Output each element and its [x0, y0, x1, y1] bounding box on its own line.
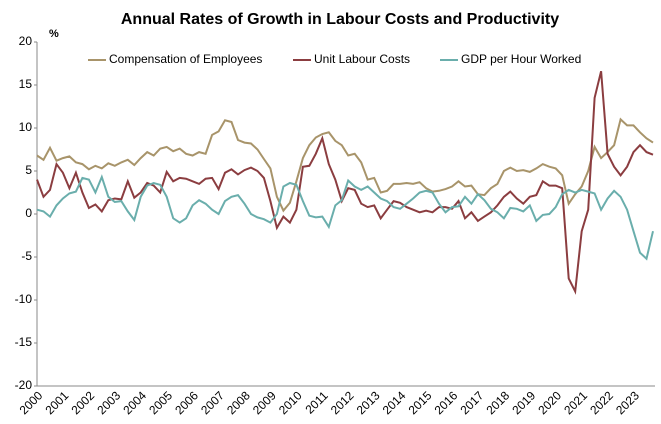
x-tick-label: 2001 [43, 388, 72, 417]
legend-label: Compensation of Employees [109, 52, 262, 66]
x-tick-label: 2014 [380, 388, 409, 417]
x-tick-label: 2021 [561, 388, 590, 417]
x-tick-label: 2018 [483, 388, 512, 417]
legend-label: GDP per Hour Worked [461, 52, 581, 66]
x-tick-label: 2007 [198, 388, 227, 417]
x-tick-label: 2006 [172, 388, 201, 417]
y-tick-label: 15 [19, 77, 33, 91]
y-tick-label: 5 [25, 163, 32, 177]
y-tick-label: 10 [19, 120, 33, 134]
x-tick-label: 2023 [613, 388, 642, 417]
y-tick-label: 20 [19, 34, 33, 48]
y-tick-label: 0 [25, 206, 32, 220]
x-tick-label: 2020 [535, 388, 564, 417]
x-tick-label: 2022 [587, 388, 616, 417]
y-tick-label: -15 [15, 335, 33, 349]
x-tick-label: 2003 [94, 388, 123, 417]
series-line [36, 70, 654, 295]
x-tick-label: 2017 [458, 388, 487, 417]
y-tick-label: -20 [15, 378, 33, 392]
x-tick-label: 2000 [17, 388, 46, 417]
x-tick-label: 2004 [120, 388, 149, 417]
legend-label: Unit Labour Costs [314, 52, 410, 66]
x-tick-label: 2012 [328, 388, 357, 417]
x-tick-label: 2019 [509, 388, 538, 417]
series-line [36, 174, 654, 261]
y-tick-label: -5 [21, 249, 32, 263]
x-tick-label: 2009 [250, 388, 279, 417]
y-axis-label: % [49, 28, 59, 40]
x-tick-label: 2016 [432, 388, 461, 417]
x-tick-label: 2002 [68, 388, 97, 417]
x-tick-label: 2005 [146, 388, 175, 417]
x-tick-label: 2011 [303, 388, 331, 416]
chart-title: Annual Rates of Growth in Labour Costs a… [121, 11, 559, 28]
x-tick-label: 2008 [224, 388, 253, 417]
series-line [36, 117, 654, 213]
x-tick-label: 2013 [354, 388, 383, 417]
x-tick-label: 2010 [276, 388, 305, 417]
x-tick-label: 2015 [406, 388, 435, 417]
y-tick-label: -10 [15, 292, 33, 306]
